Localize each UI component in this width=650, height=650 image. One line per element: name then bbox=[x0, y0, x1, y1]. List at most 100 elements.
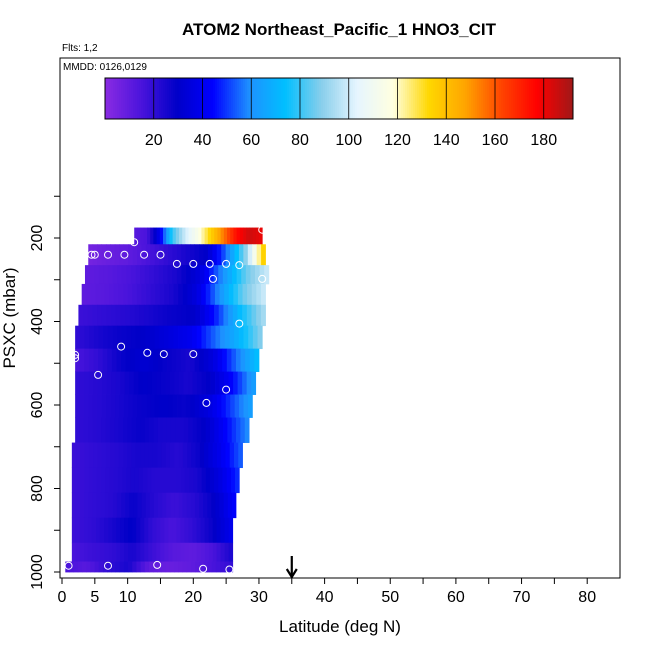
heatmap-cell bbox=[116, 542, 121, 562]
heatmap-cell bbox=[124, 517, 129, 544]
heatmap-cell bbox=[169, 442, 175, 469]
heatmap-cell bbox=[87, 304, 93, 327]
heatmap-cell bbox=[111, 561, 116, 573]
heatmap-cell bbox=[181, 304, 187, 327]
heatmap-cell bbox=[135, 442, 141, 469]
x-axis: 0 5 10 20 30 40 50 60 70 80 bbox=[58, 578, 596, 606]
colorbar-segment bbox=[507, 78, 510, 119]
heatmap-cell bbox=[121, 492, 126, 519]
heatmap-cell bbox=[252, 227, 257, 245]
colorbar-segment bbox=[399, 78, 402, 119]
colorbar-segment bbox=[259, 78, 262, 119]
sample-point bbox=[120, 250, 129, 259]
heatmap-cell bbox=[169, 227, 174, 245]
heatmap-cell bbox=[105, 467, 110, 494]
heatmap-cell bbox=[218, 417, 224, 443]
heatmap-cell bbox=[223, 304, 229, 327]
heatmap-cell bbox=[172, 265, 178, 285]
heatmap-cell bbox=[155, 283, 161, 306]
heatmap-cell bbox=[218, 467, 223, 494]
heatmap-cell bbox=[192, 417, 198, 443]
heatmap-cell bbox=[181, 265, 187, 285]
colorbar-segment bbox=[179, 78, 182, 119]
heatmap-cell bbox=[122, 417, 128, 443]
colorbar-segment bbox=[261, 78, 264, 119]
heatmap-cell bbox=[204, 542, 209, 562]
heatmap-cell bbox=[141, 283, 147, 306]
heatmap-cell bbox=[119, 244, 125, 266]
heatmap-cell bbox=[107, 325, 113, 350]
heatmap-cell bbox=[177, 394, 182, 418]
heatmap-cell bbox=[79, 517, 85, 544]
heatmap-cell bbox=[136, 561, 142, 573]
heatmap-cell bbox=[153, 265, 159, 285]
heatmap-cell bbox=[238, 442, 243, 469]
heatmap-cell bbox=[187, 325, 193, 350]
heatmap-cell bbox=[108, 492, 114, 519]
heatmap-cell bbox=[256, 283, 262, 306]
heatmap-cell bbox=[153, 561, 158, 573]
heatmap-cell bbox=[208, 442, 214, 469]
heatmap-cell bbox=[167, 304, 173, 327]
heatmap-cell bbox=[106, 394, 111, 418]
x-tick-label: 20 bbox=[184, 589, 202, 606]
heatmap-cell bbox=[148, 304, 154, 327]
heatmap-cell bbox=[131, 325, 137, 350]
colorbar-segment bbox=[497, 78, 500, 119]
heatmap-cell bbox=[144, 417, 150, 443]
heatmap-cell bbox=[153, 304, 159, 327]
heatmap-cell bbox=[196, 542, 201, 562]
heatmap-cell bbox=[123, 244, 129, 266]
heatmap-cell bbox=[188, 517, 193, 544]
heatmap-cell bbox=[228, 283, 234, 306]
colorbar-segment bbox=[319, 78, 322, 119]
heatmap-cell bbox=[209, 467, 215, 494]
colorbar-segment bbox=[361, 78, 364, 119]
colorbar-segment bbox=[563, 78, 566, 119]
heatmap-cell bbox=[88, 371, 94, 395]
heatmap-cell bbox=[228, 371, 234, 395]
colorbar-segment bbox=[183, 78, 186, 119]
colorbar-segment bbox=[551, 78, 554, 119]
x-tick-label: 10 bbox=[119, 589, 137, 606]
colorbar-segment bbox=[565, 78, 568, 119]
colorbar-segment bbox=[153, 78, 156, 119]
heatmap-cell bbox=[214, 227, 218, 245]
heatmap-cell bbox=[201, 325, 207, 350]
colorbar-segment bbox=[229, 78, 232, 119]
colorbar-segment bbox=[511, 78, 514, 119]
colorbar-segment bbox=[435, 78, 438, 119]
sample-point bbox=[235, 319, 244, 328]
heatmap-cell bbox=[78, 304, 84, 327]
heatmap-cell bbox=[150, 394, 156, 418]
heatmap-cell bbox=[199, 492, 204, 519]
heatmap-cell bbox=[175, 227, 180, 245]
heatmap-cell bbox=[251, 371, 257, 395]
heatmap-cell bbox=[233, 283, 239, 306]
heatmap-cell bbox=[112, 517, 117, 544]
heatmap-cell bbox=[153, 348, 159, 372]
heatmap-cell bbox=[107, 561, 112, 573]
sample-point bbox=[87, 250, 96, 259]
heatmap-cell bbox=[100, 492, 106, 519]
heatmap-cell bbox=[148, 348, 154, 372]
heatmap-cell bbox=[230, 227, 234, 245]
colorbar-segment bbox=[267, 78, 270, 119]
heatmap-cell bbox=[172, 227, 177, 245]
y-axis-label: PSXC (mbar) bbox=[0, 267, 19, 368]
colorbar-segment bbox=[119, 78, 122, 119]
colorbar-segment bbox=[173, 78, 176, 119]
heatmap-cell bbox=[123, 442, 128, 469]
heatmap-cell bbox=[224, 283, 230, 306]
heatmap-cell bbox=[158, 265, 164, 285]
colorbar-tick-label: 100 bbox=[335, 132, 362, 149]
heatmap-cell bbox=[220, 517, 226, 544]
heatmap-cell bbox=[93, 325, 99, 350]
colorbar-segment bbox=[141, 78, 144, 119]
heatmap-cell bbox=[105, 417, 111, 443]
heatmap-cell bbox=[195, 561, 200, 573]
colorbar-segment bbox=[419, 78, 422, 119]
heatmap-cell bbox=[235, 348, 241, 372]
colorbar-segment bbox=[533, 78, 536, 119]
colorbar-segment bbox=[355, 78, 358, 119]
